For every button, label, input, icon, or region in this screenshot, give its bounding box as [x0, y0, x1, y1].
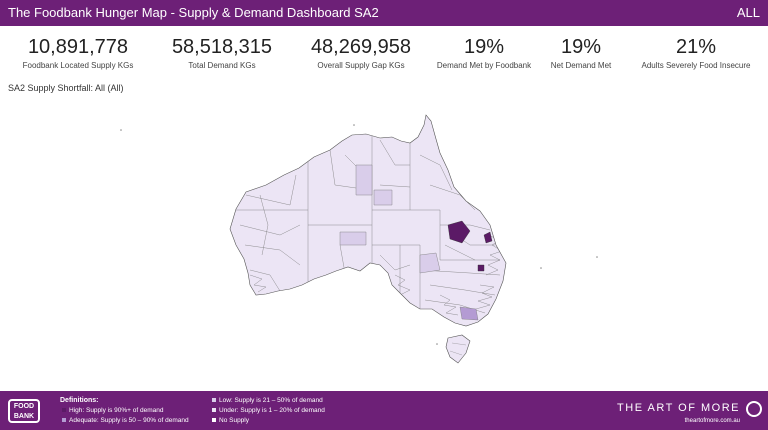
legend-label: Low: Supply is 21 – 50% of demand [219, 397, 323, 404]
foodbank-logo: FOOD BANK [8, 399, 40, 423]
legend-item-under: Under: Supply is 1 – 20% of demand [212, 407, 325, 414]
island-dot [120, 129, 122, 131]
legend-label: Under: Supply is 1 – 20% of demand [219, 407, 325, 414]
island-dot [436, 343, 438, 345]
kpi-demand: 58,518,315 Total Demand KGs [152, 36, 292, 70]
map-subtitle: SA2 Supply Shortfall: All (All) [8, 83, 124, 93]
legend-item-adequate: Adequate: Supply is 50 – 90% of demand [62, 417, 189, 424]
legend-swatch [212, 408, 216, 413]
kpi-value: 19% [560, 36, 602, 58]
kpi-value: 21% [675, 36, 717, 58]
legend-swatch [62, 418, 66, 423]
kpi-label: Demand Met by Foodbank [436, 61, 532, 70]
region-high-supply[interactable] [447, 220, 471, 244]
kpi-demand-met: 19% Demand Met by Foodbank [414, 36, 554, 70]
legend-swatch [62, 408, 66, 413]
region-high-supply[interactable] [483, 231, 493, 244]
legend-swatch [212, 418, 216, 423]
kpi-value: 19% [463, 36, 505, 58]
region-high-supply[interactable] [477, 264, 485, 272]
legend-label: No Supply [219, 417, 249, 424]
region-low-supply[interactable] [355, 164, 373, 196]
island-dot [596, 256, 598, 258]
brand-name: THE ART OF MORE [617, 402, 740, 414]
footer-bar: FOOD BANK Definitions: High: Supply is 9… [0, 391, 768, 430]
legend-label: High: Supply is 90%+ of demand [69, 407, 164, 414]
island-dot [353, 124, 355, 126]
region-adequate-supply[interactable] [459, 306, 479, 321]
kpi-value: 10,891,778 [27, 36, 129, 58]
region-low-supply[interactable] [339, 231, 367, 246]
kpi-row: 10,891,778 Foodbank Located Supply KGs 5… [0, 36, 768, 76]
island-dot [540, 267, 542, 269]
kpi-label: Total Demand KGs [188, 61, 256, 70]
legend-item-high: High: Supply is 90%+ of demand [62, 407, 164, 414]
kpi-value: 58,518,315 [171, 36, 273, 58]
region-low-supply[interactable] [419, 252, 441, 274]
legend-item-low: Low: Supply is 21 – 50% of demand [212, 397, 323, 404]
header-bar: The Foodbank Hunger Map - Supply & Deman… [0, 0, 768, 26]
australia-sa2-map[interactable] [0, 95, 768, 390]
sa2-boundaries [236, 135, 501, 314]
brand-url-link[interactable]: theartofmore.com.au [684, 418, 740, 424]
kpi-food-insecure: 21% Adults Severely Food Insecure [626, 36, 766, 70]
kpi-value: 48,269,958 [310, 36, 412, 58]
region-low-supply[interactable] [373, 189, 393, 206]
tasmania-region[interactable] [445, 334, 471, 364]
filter-all-button[interactable]: ALL [736, 5, 760, 20]
kpi-supply: 10,891,778 Foodbank Located Supply KGs [8, 36, 148, 70]
dashboard-title: The Foodbank Hunger Map - Supply & Deman… [8, 5, 379, 20]
legend-item-no-supply: No Supply [212, 417, 249, 424]
kpi-label: Foodbank Located Supply KGs [22, 61, 134, 70]
kpi-supply-gap: 48,269,958 Overall Supply Gap KGs [291, 36, 431, 70]
legend-swatch [212, 398, 216, 403]
kpi-label: Adults Severely Food Insecure [641, 61, 751, 70]
definitions-title: Definitions: [60, 397, 99, 404]
mainland-region[interactable] [229, 114, 507, 327]
kpi-label: Net Demand Met [550, 61, 612, 70]
globe-icon [746, 401, 762, 417]
legend-label: Adequate: Supply is 50 – 90% of demand [69, 417, 189, 424]
kpi-label: Overall Supply Gap KGs [317, 61, 405, 70]
kpi-net-demand-met: 19% Net Demand Met [511, 36, 651, 70]
supply-shading [339, 164, 493, 321]
tasmania-boundaries [449, 342, 467, 356]
